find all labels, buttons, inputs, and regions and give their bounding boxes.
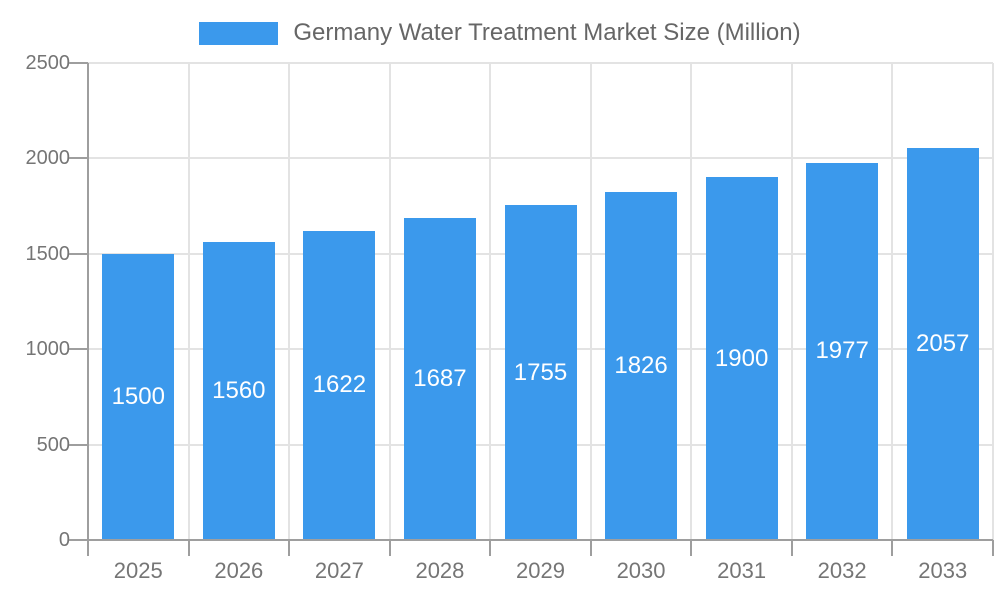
bar[interactable]: 1977 [806,162,879,540]
x-axis-tick [992,540,994,556]
bar-value-label: 1500 [111,382,165,410]
x-axis-label: 2032 [817,558,867,583]
x-axis-label: 2025 [113,558,163,583]
legend-series-label: Germany Water Treatment Market Size (Mil… [293,19,801,46]
y-axis-label: 2000 [25,147,71,170]
x-axis-tick [288,540,291,556]
bar-value-label: 1977 [815,337,869,365]
x-axis-label: 2029 [516,558,565,583]
x-gridline [589,63,592,540]
x-axis-label: 2030 [616,558,666,583]
x-gridline [388,63,391,540]
bar[interactable]: 1500 [102,253,175,540]
y-gridline [88,157,993,160]
bar-value-label: 1900 [714,344,769,372]
x-axis-label: 2033 [918,558,968,583]
y-gridline [88,62,993,64]
bar-value-label: 2057 [916,329,970,357]
x-axis-label: 2028 [415,558,465,583]
bar-value-label: 1560 [212,377,266,405]
x-gridline [790,63,793,540]
y-axis-label: 1000 [25,338,71,361]
bar[interactable]: 1900 [705,177,778,540]
y-axis-label: 2500 [25,52,71,74]
bar[interactable]: 1755 [504,205,577,540]
x-axis-tick [589,540,592,556]
y-axis-tick [69,62,88,64]
x-axis-tick [891,540,894,556]
bar[interactable]: 1687 [403,218,476,540]
bar[interactable]: 1622 [303,230,376,540]
bar[interactable]: 1560 [202,242,275,540]
bar-value-label: 1687 [413,365,467,393]
x-axis-tick [388,540,391,556]
bar-value-label: 1622 [312,371,367,399]
x-axis-line [87,539,993,541]
x-gridline [288,63,291,540]
bar-value-label: 1826 [614,351,668,379]
x-gridline [690,63,693,540]
x-gridline [992,63,994,540]
y-axis-tick [69,348,88,351]
y-axis-label: 500 [36,433,70,456]
plot-area: 1500 1560 1622 1687 1755 1826 1900 1977 2057 [69,62,994,556]
x-axis-tick [187,540,190,556]
x-axis-label: 2027 [314,558,364,583]
bar[interactable]: 2057 [906,147,979,540]
bar[interactable]: 1826 [605,191,678,540]
chart-legend[interactable]: Germany Water Treatment Market Size (Mil… [0,19,1000,47]
bar-value-label: 1755 [513,358,568,386]
y-axis-label: 1500 [25,242,71,265]
x-axis-label: 2031 [717,558,767,583]
x-axis-tick [690,540,693,556]
y-axis-tick [69,539,88,541]
legend-color-swatch [199,21,279,45]
x-gridline [891,63,894,540]
x-axis-tick [87,540,89,556]
x-axis-tick [489,540,492,556]
y-axis-line [87,63,89,556]
y-axis-tick [69,252,88,255]
x-axis-label: 2026 [214,558,264,583]
x-axis-tick [790,540,793,556]
x-gridline [187,63,190,540]
y-axis-tick [69,157,88,160]
y-axis-label: 0 [58,529,70,551]
y-axis-tick [69,443,88,446]
x-gridline [489,63,492,540]
